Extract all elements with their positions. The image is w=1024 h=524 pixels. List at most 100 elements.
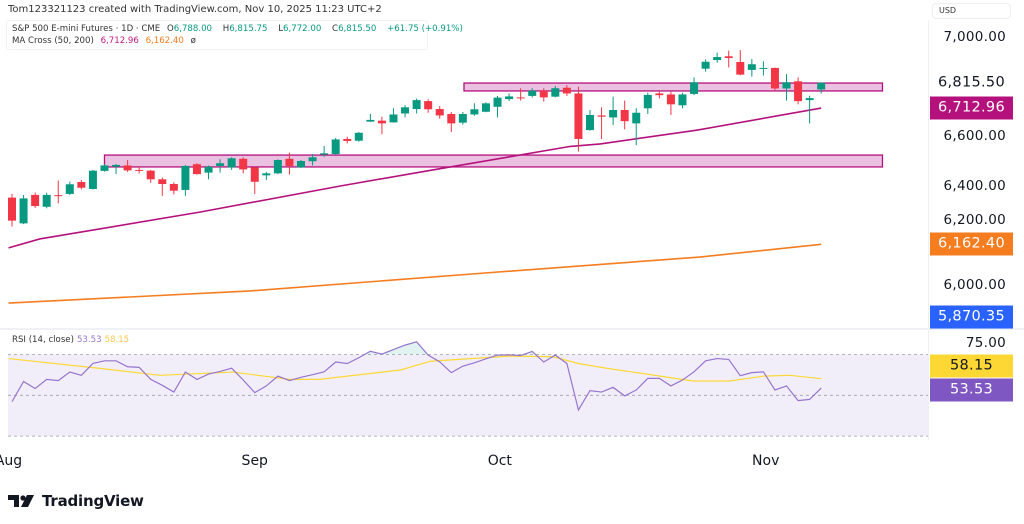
rsi-ma-value: 58.15	[104, 335, 130, 345]
candle-body	[574, 93, 583, 139]
candle-body	[713, 57, 722, 61]
candle	[308, 154, 317, 166]
candle	[505, 93, 514, 102]
change-value: +61.75 (+0.91%)	[387, 24, 463, 34]
candle-body	[158, 179, 167, 185]
candle	[389, 108, 398, 123]
price-tag: 6,162.40	[930, 232, 1013, 256]
candle-body	[227, 158, 236, 168]
candle	[204, 165, 213, 180]
tradingview-logo[interactable]: TradingView	[8, 492, 144, 510]
candle-body	[192, 164, 201, 175]
open-value: 6,788.00	[173, 24, 213, 34]
low-value: 6,772.00	[283, 24, 322, 34]
time-axis-label: Nov	[752, 453, 780, 469]
candle	[262, 171, 271, 181]
candle	[158, 177, 167, 196]
candle-body	[782, 82, 791, 89]
candle-body	[678, 94, 687, 106]
candle	[343, 136, 352, 144]
currency-selector[interactable]: USD	[932, 3, 1011, 19]
candle-body	[481, 103, 490, 112]
candle	[366, 113, 375, 122]
candle	[609, 96, 618, 126]
rsi-title[interactable]: RSI (14, close)	[12, 335, 74, 345]
ma-cross-title[interactable]: MA Cross (50, 200)	[12, 36, 94, 46]
candle	[666, 91, 675, 115]
high-value: 6,815.75	[229, 24, 268, 34]
price-axis-label: 6,400.00	[943, 177, 1006, 194]
price-axis-label: 7,000.00	[943, 29, 1006, 45]
candle	[562, 85, 571, 96]
candle	[458, 111, 467, 125]
candle-body	[8, 197, 16, 221]
ma50-line	[8, 107, 822, 249]
candle	[169, 182, 178, 195]
price-tag: 5,870.35	[930, 305, 1013, 329]
candle-body	[458, 113, 467, 123]
candle-body	[169, 184, 178, 191]
candle	[273, 159, 282, 175]
candle-body	[216, 163, 225, 166]
candle-body	[320, 153, 329, 155]
candle	[123, 160, 132, 172]
candle-body	[551, 88, 560, 97]
candle	[586, 110, 594, 131]
candle-body	[736, 61, 745, 75]
hidden-values-icon[interactable]: ø	[190, 36, 196, 46]
candle-body	[505, 96, 514, 100]
candle	[412, 98, 421, 114]
candle	[817, 82, 826, 94]
support-resistance-zone	[463, 82, 884, 92]
candle	[678, 92, 687, 109]
candle-body	[297, 160, 305, 168]
candle	[690, 77, 699, 96]
price-pane	[8, 50, 884, 304]
candle	[88, 169, 97, 190]
candle-body	[308, 157, 317, 162]
candle	[31, 192, 40, 209]
candle	[331, 137, 340, 155]
candle-body	[701, 61, 710, 69]
rsi-legend: RSI (14, close) 53.53 58.15	[12, 335, 129, 345]
candle	[447, 111, 456, 133]
candle	[470, 103, 479, 116]
close-label: C	[332, 24, 339, 34]
rsi-band-fill	[8, 354, 928, 437]
candle-body	[620, 110, 629, 122]
candle-body	[88, 170, 97, 189]
candle	[77, 180, 86, 190]
candle	[493, 95, 502, 118]
ohlc-row: S&P 500 E-mini Futures · 1D · CME O6,788…	[12, 24, 467, 34]
tradingview-logo-text: TradingView	[42, 492, 144, 510]
candle	[250, 166, 259, 194]
candle	[724, 50, 733, 68]
low-label: L	[278, 24, 284, 34]
candle-body	[470, 109, 479, 115]
candle	[65, 181, 74, 195]
symbol-legend: S&P 500 E-mini Futures · 1D · CME O6,788…	[6, 20, 463, 50]
candle-body	[805, 98, 814, 101]
candle	[54, 180, 63, 204]
candle	[377, 116, 386, 135]
symbol-title[interactable]: S&P 500 E-mini Futures · 1D · CME	[12, 24, 161, 34]
candle-body	[424, 101, 433, 110]
rsi-axis-label: 75.00	[965, 335, 1006, 351]
candle-body	[42, 194, 51, 207]
candle	[747, 59, 756, 77]
candle	[135, 166, 144, 174]
candle-body	[204, 166, 213, 173]
candle-body	[632, 112, 641, 124]
candle	[551, 86, 560, 98]
candle	[42, 192, 51, 209]
time-axis-label: Oct	[487, 453, 512, 469]
candle-body	[146, 170, 155, 180]
candle-body	[643, 94, 652, 109]
candle	[239, 157, 248, 174]
candle	[19, 194, 28, 225]
time-axis-label: Aug	[0, 453, 23, 469]
ma200-line	[8, 243, 822, 304]
candle-body	[77, 182, 86, 188]
rsi-pane	[8, 341, 928, 437]
